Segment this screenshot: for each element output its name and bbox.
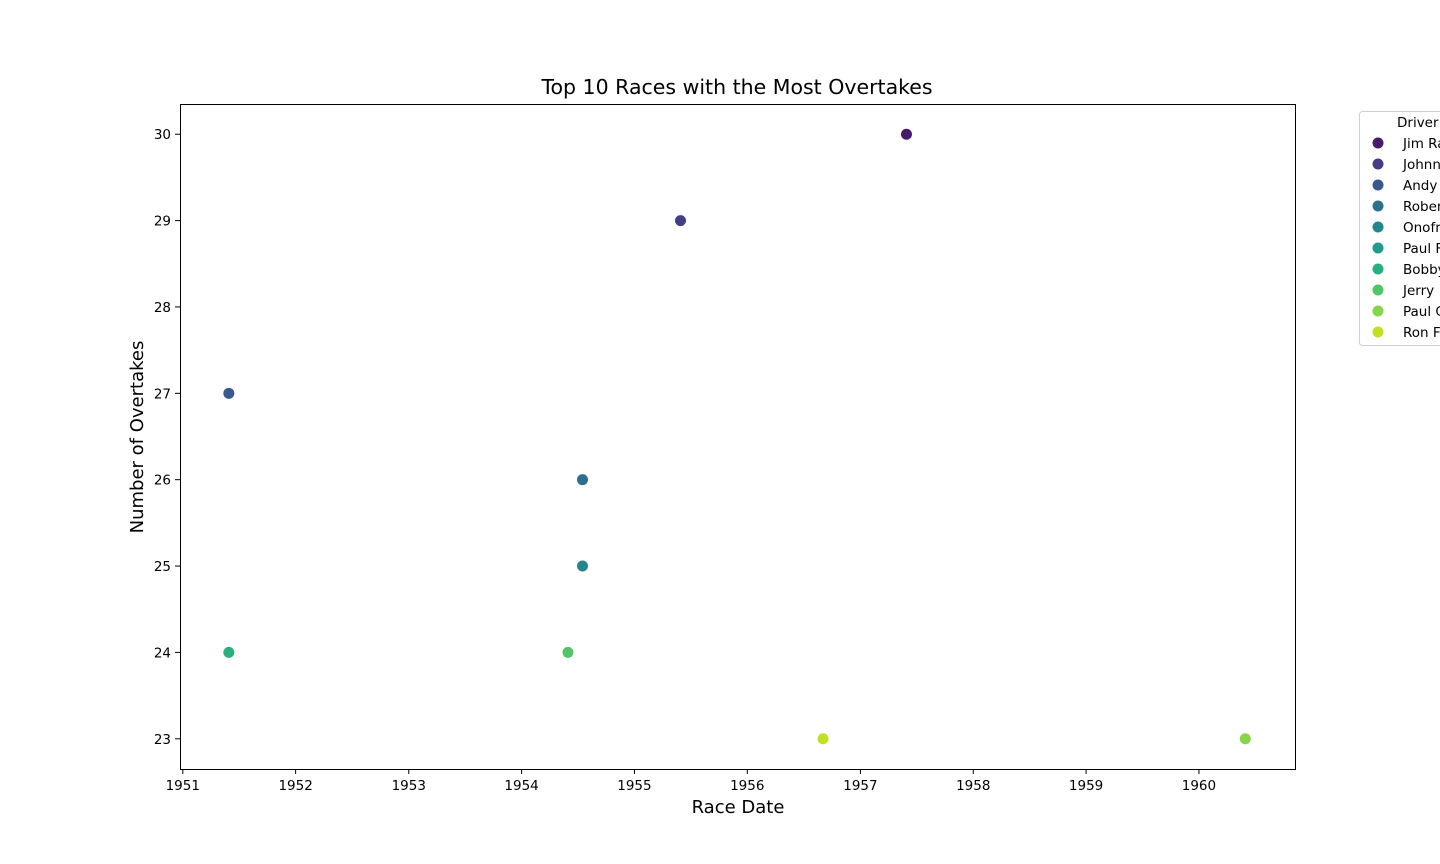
y-tick-label: 26 [154, 473, 171, 489]
y-axis: 23 24 25 26 27 28 29 30 [154, 127, 180, 748]
y-tick-label: 23 [154, 732, 171, 748]
legend-marker [1372, 326, 1384, 338]
x-tick-label: 1954 [504, 778, 538, 794]
y-tick-label: 30 [154, 127, 171, 143]
y-tick-label: 24 [154, 645, 171, 661]
legend-marker [1372, 179, 1384, 191]
legend-marker [1372, 242, 1384, 254]
y-tick-label: 25 [154, 559, 171, 575]
x-axis-label: Race Date [692, 797, 785, 818]
y-axis-label: Number of Overtakes [127, 341, 148, 534]
legend-entry-label: Jerry [1402, 283, 1434, 299]
legend: Driver Jim Ra Johnn Andy Rober Onofr Paul F Bo… [1359, 111, 1440, 346]
legend-marker [1372, 158, 1384, 170]
legend-entry-label: Paul F [1403, 241, 1440, 257]
x-tick-label: 1959 [1069, 778, 1103, 794]
legend-title: Driver [1397, 115, 1439, 131]
legend-entry-label: Jim Ra [1402, 136, 1440, 152]
plot-area-frame [180, 104, 1296, 770]
data-point [223, 387, 235, 399]
legend-marker [1372, 305, 1384, 317]
chart-title: Top 10 Races with the Most Overtakes [540, 75, 932, 99]
data-point [900, 128, 912, 140]
legend-marker [1372, 137, 1384, 149]
x-tick-label: 1953 [392, 778, 426, 794]
x-tick-label: 1955 [617, 778, 651, 794]
x-tick-label: 1957 [843, 778, 877, 794]
legend-marker [1372, 284, 1384, 296]
legend-entry-label: Andy [1403, 178, 1437, 194]
x-tick-label: 1956 [730, 778, 764, 794]
x-tick-label: 1952 [278, 778, 312, 794]
data-point [674, 215, 686, 227]
y-tick-label: 29 [154, 214, 171, 230]
x-tick-label: 1960 [1182, 778, 1216, 794]
data-point [577, 560, 589, 572]
data-point [1239, 733, 1251, 745]
y-tick-label: 27 [154, 386, 171, 402]
x-tick-label: 1958 [956, 778, 990, 794]
legend-entry-label: Rober [1403, 199, 1440, 215]
y-tick-label: 28 [154, 300, 171, 316]
legend-marker [1372, 221, 1384, 233]
data-point [562, 646, 574, 658]
data-point [817, 733, 829, 745]
legend-entry-label: Bobby [1403, 262, 1440, 278]
legend-entry-label: Paul C [1403, 304, 1440, 320]
x-tick-label: 1951 [166, 778, 200, 794]
legend-entry-label: Johnn [1402, 157, 1440, 173]
legend-entry-label: Ron F [1403, 325, 1440, 341]
data-point [223, 646, 235, 658]
legend-marker [1372, 263, 1384, 275]
data-points [223, 128, 1251, 745]
data-point [577, 474, 589, 486]
legend-entry-label: Onofr [1403, 220, 1440, 236]
x-axis: 1951 1952 1953 1954 1955 1956 1957 1958 1959 1960 [166, 769, 1216, 794]
legend-marker [1372, 200, 1384, 212]
